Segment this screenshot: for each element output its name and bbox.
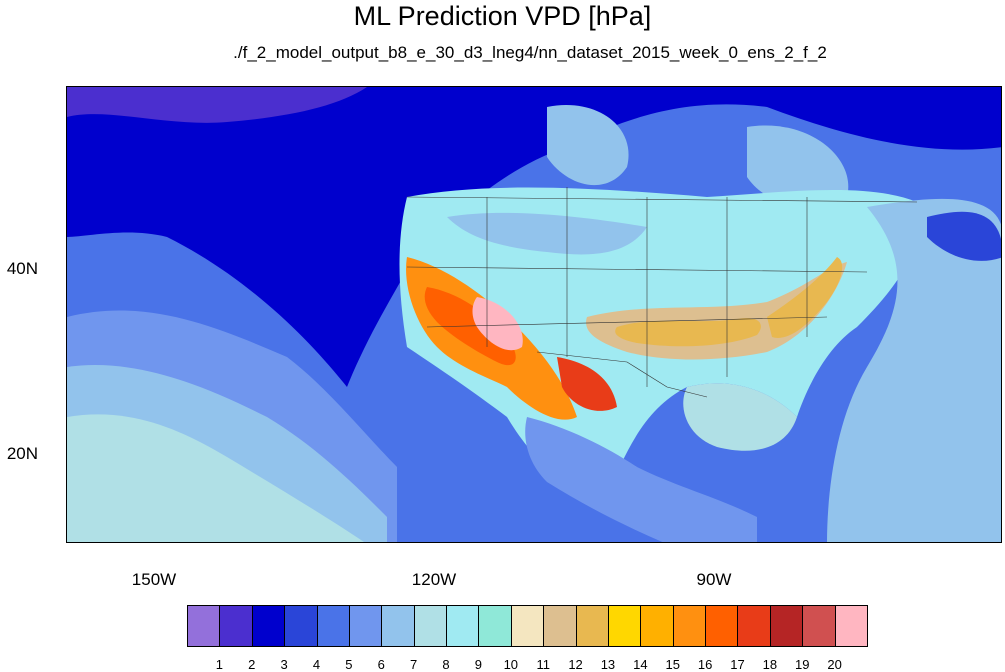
colorbar-tick-label: 14 [633,657,648,672]
colorbar-swatch [737,605,771,647]
ocean-north-dark [67,87,1001,387]
colorbar-swatch [672,605,707,647]
colorbar-swatch [219,605,253,647]
colorbar-tick-label: 15 [665,657,680,672]
colorbar-tick-label: 6 [377,657,385,672]
canada-light [547,105,629,186]
mexico-south-cool [525,417,757,542]
lon-label-90w: 90W [696,570,732,589]
colorbar-swatch [446,605,480,647]
colorbar-tick-label: 18 [762,657,778,672]
colorbar-tick-label: 2 [248,657,256,672]
colorbar-tick-label: 17 [730,657,745,672]
colorbar-tick-label: 19 [795,657,810,672]
colorbar-swatch [187,605,221,647]
colorbar-swatch [705,605,739,647]
colorbar-swatch [510,605,545,647]
vpd-field [67,87,1001,542]
colorbar-tick-label: 3 [280,657,288,672]
map-panel [66,86,1002,543]
colorbar-swatch [478,605,512,647]
ocean-tropical-light [67,414,365,542]
lon-label-150w: 150W [131,570,177,589]
colorbar-swatch [607,605,642,647]
colorbar-tick-label: 9 [474,657,483,672]
colorbar-swatch [543,605,577,647]
desert-core [472,297,523,351]
plot-title: ML Prediction VPD [hPa] [353,1,652,31]
colorbar-swatch [769,605,804,647]
colorbar-tick-label: 11 [536,657,550,672]
northern-rockies-cool [447,212,647,255]
political-boundaries [406,187,918,398]
colorbar-swatch [284,605,318,647]
colorbar-swatch [251,605,286,647]
colorbar-swatch [640,605,674,647]
colorbar-swatch [802,605,836,647]
plot-subtitle: ./f_2_model_output_b8_e_30_d3_lneg4/nn_d… [233,43,827,62]
appalachian-warm [767,257,843,338]
colorbar-tick-label: 10 [503,657,519,672]
lat-label-20n: 20N [6,444,38,463]
colorbar-tick-label: 20 [827,657,842,672]
canada-east-light [747,125,849,208]
ocean-alaska-band [67,87,367,123]
colorbar-swatch [834,605,868,647]
colorbar-tick-label: 16 [697,657,713,672]
atlantic-north-dark [927,211,1001,261]
gulf-of-mexico [683,383,797,451]
colorbar-tick-label: 5 [345,657,353,672]
colorbar-tick-label: 13 [600,657,616,672]
colorbar [187,605,868,647]
atlantic-ocean [827,198,1001,542]
lon-label-120w: 120W [411,570,457,589]
colorbar-swatch [413,605,448,647]
colorbar-swatch [575,605,609,647]
lat-label-40n: 40N [6,259,38,278]
colorbar-tick-label: 8 [442,657,450,672]
colorbar-swatch [348,605,383,647]
colorbar-swatch [381,605,415,647]
colorbar-tick-label: 1 [215,657,223,672]
colorbar-swatch [316,605,350,647]
texas-warm [615,317,761,347]
mexico-north-hot [557,357,617,411]
colorbar-tick-label: 4 [312,657,321,672]
colorbar-tick-label: 12 [568,657,583,672]
colorbar-tick-label: 7 [410,657,418,672]
